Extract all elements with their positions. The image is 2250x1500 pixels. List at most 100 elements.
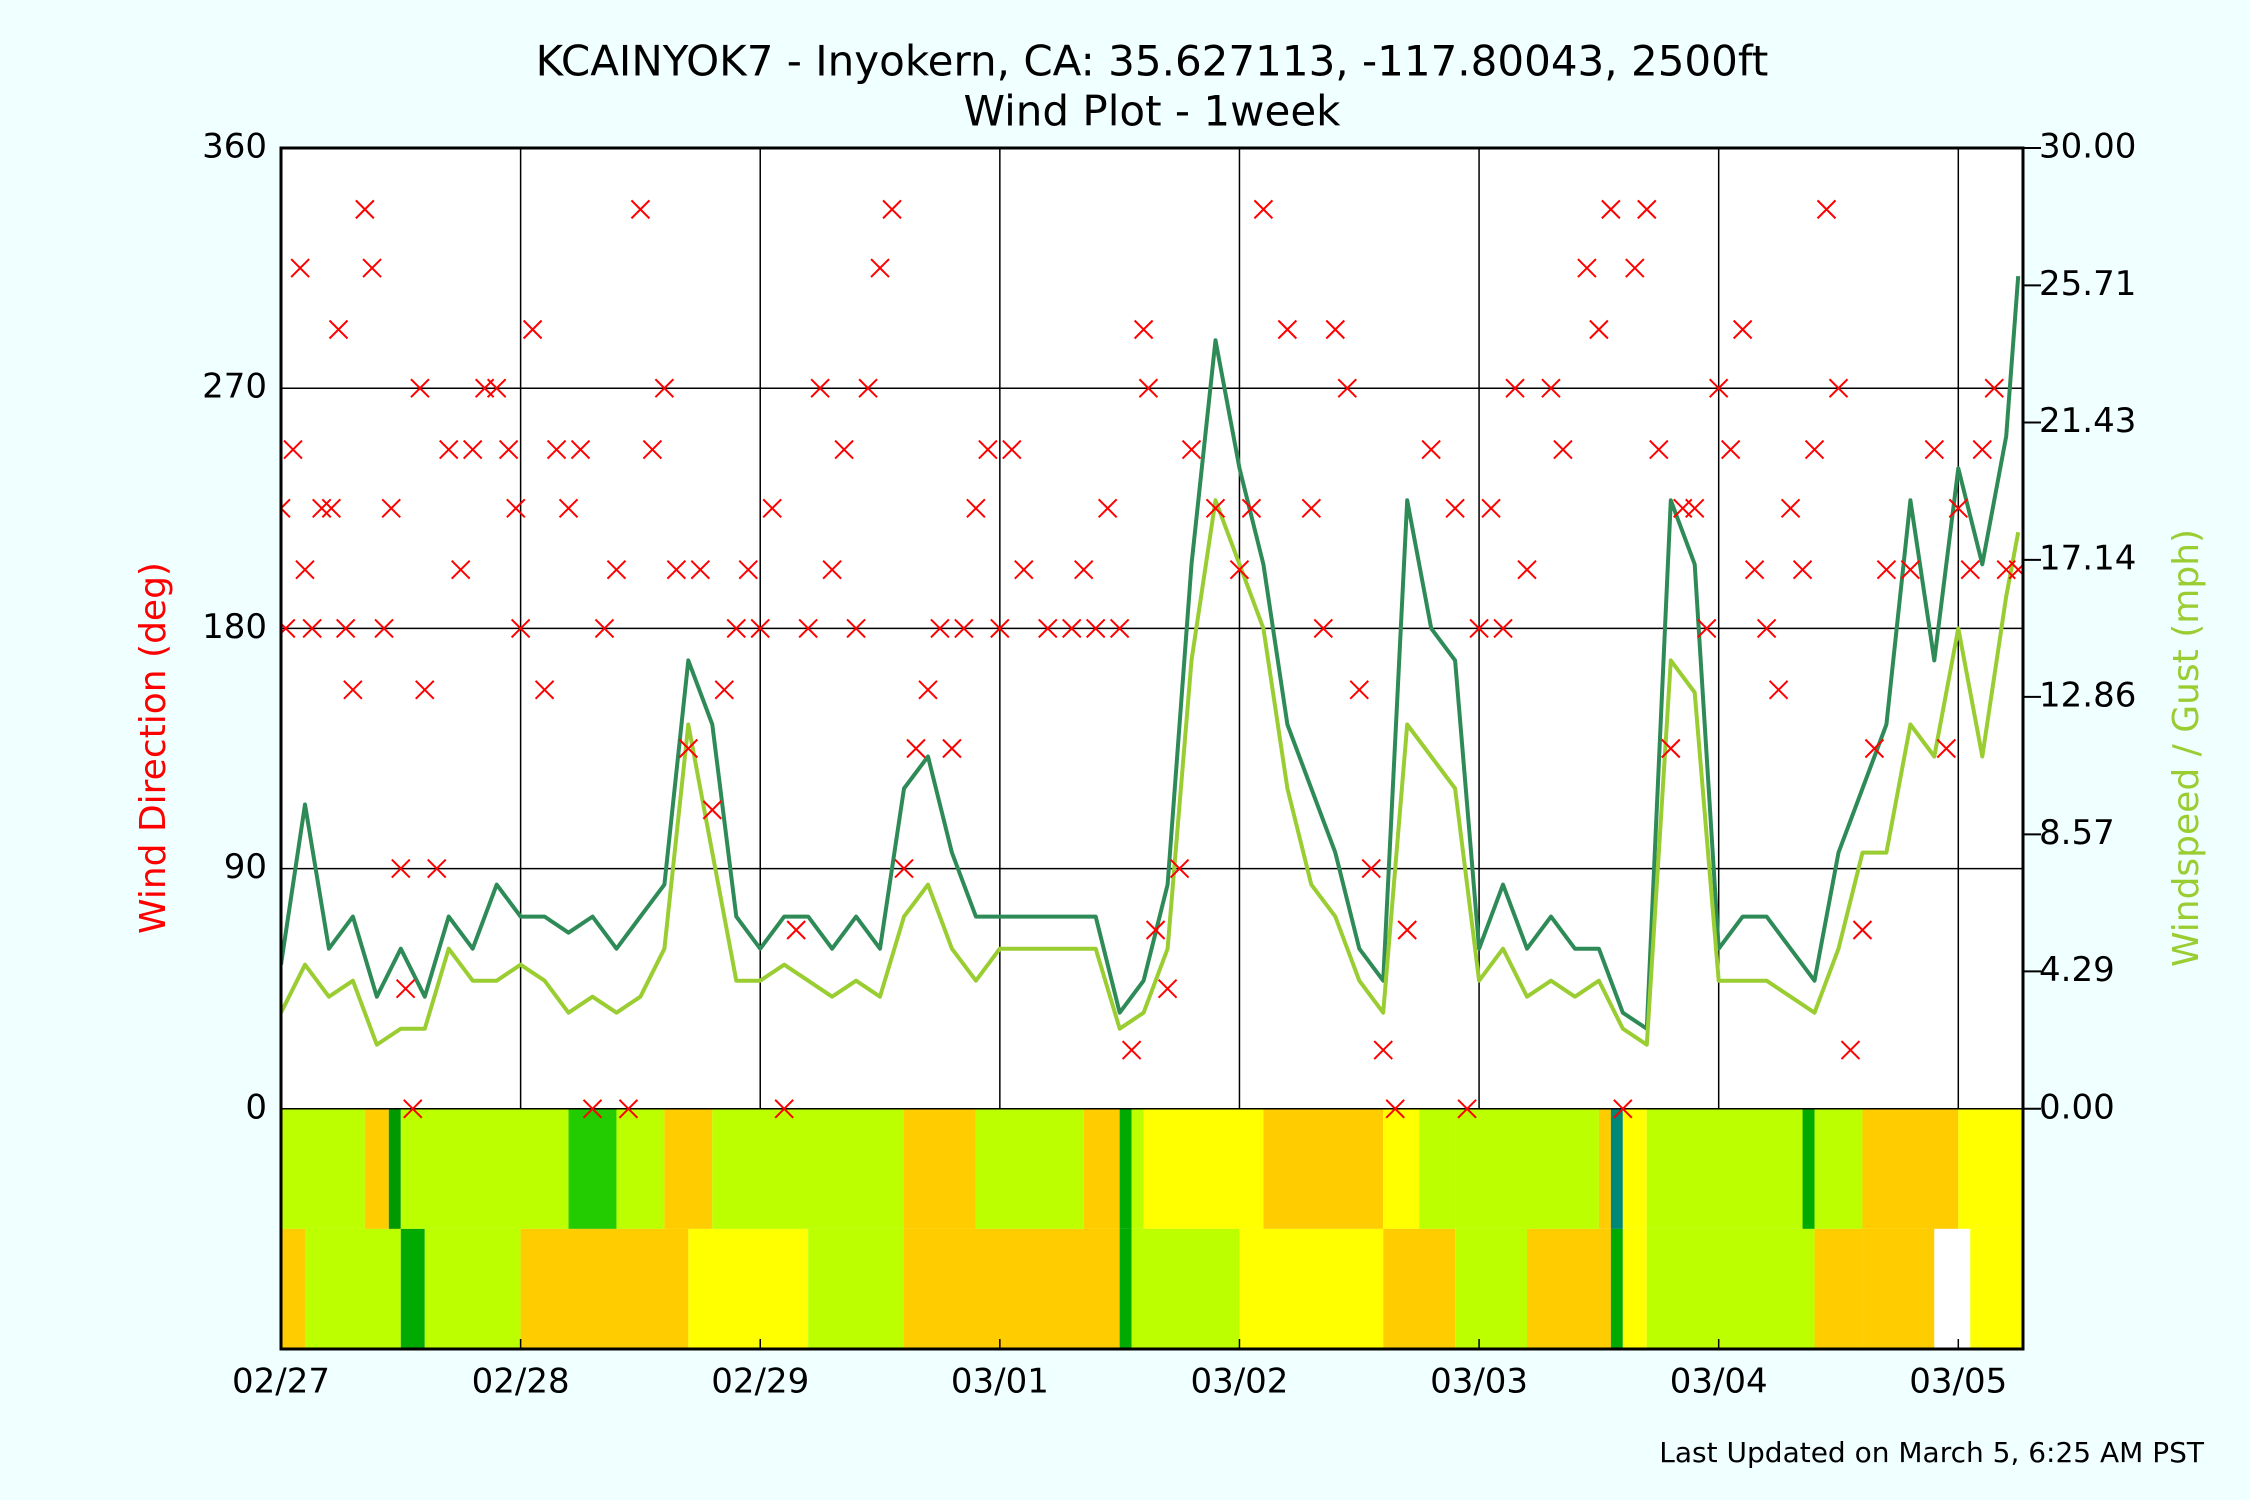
band-segment [808,1228,904,1349]
direction-marker [1313,618,1334,639]
direction-marker [1900,559,1921,580]
band-segment [1383,1228,1456,1349]
band-segment [1455,1108,1599,1229]
direction-marker [395,978,416,999]
x-tick-label: 03/03 [1430,1362,1528,1402]
x-tick-label: 03/01 [951,1362,1049,1402]
band-segment [1131,1228,1240,1349]
band-segment [1970,1228,2023,1349]
direction-marker [1984,378,2004,398]
direction-marker [451,559,471,580]
direction-marker [427,858,447,879]
direction-marker [1337,378,1357,398]
direction-marker [630,199,651,220]
direction-marker [321,498,342,519]
direction-marker [906,738,926,759]
labels: 02/27 02/28 02/29 03/01 03/02 03/03 03/04 03/05… [202,127,2136,1402]
band-segment [1131,1108,1144,1229]
chart-subtitle: Wind Plot - 1week [964,87,1342,136]
direction-marker [810,378,830,398]
direction-marker [1541,378,1561,398]
direction-marker [714,680,734,700]
direction-marker [374,618,394,639]
direction-marker [1121,1040,1142,1060]
data-marks [281,199,2023,1119]
direction-marker [1062,618,1082,639]
band-segment [712,1108,904,1229]
direction-marker [882,199,902,220]
y2-axis-label: Windspeed / Gust (mph) [2166,529,2207,967]
direction-marker [1325,319,1346,340]
y2-tick-label: 4.29 [2039,950,2115,990]
direction-marker [510,618,531,639]
direction-marker [1637,199,1657,220]
direction-marker [1505,378,1525,398]
direction-marker [1840,1040,1861,1060]
band-segment [281,1108,365,1229]
direction-marker [666,559,687,580]
direction-marker [606,559,627,580]
band-segment [1383,1108,1420,1229]
direction-marker [1277,319,1298,340]
band-segment [1934,1228,1971,1349]
direction-marker [1720,439,1741,460]
direction-marker [966,498,986,519]
direction-marker [834,439,854,460]
direction-marker [498,439,519,460]
direction-marker [1481,498,1501,519]
direction-marker [486,378,507,398]
band-segment [1646,1108,1803,1229]
direction-marker [870,258,890,278]
direction-marker [894,858,914,879]
band-segment [1862,1108,1959,1229]
direction-marker [1780,498,1801,519]
band-segment [1083,1108,1120,1229]
band-segment [1610,1108,1623,1229]
direction-marker [942,738,962,759]
band-segment [1802,1108,1815,1229]
band-segment [424,1228,521,1349]
color-band [281,1108,2023,1349]
direction-marker [534,680,555,700]
direction-marker [990,618,1010,639]
band-segment [281,1228,305,1349]
direction-marker [355,199,375,220]
x-tick-label: 02/28 [472,1362,570,1402]
direction-marker [328,319,349,340]
speed-line [281,275,2021,1031]
direction-marker [726,618,746,639]
band-segment [1526,1228,1611,1349]
direction-marker [1301,498,1322,519]
band-segment [1610,1228,1623,1349]
band-segment [1622,1228,1647,1349]
direction-marker [1074,559,1094,580]
direction-marker [281,618,296,639]
direction-marker [1649,439,1669,460]
direction-marker [1169,858,1190,879]
direction-marker [281,498,291,519]
direction-marker [1421,439,1441,460]
band-segment [1143,1108,1264,1229]
y-tick-label: 360 [202,127,267,167]
direction-marker [786,920,806,940]
direction-marker [462,439,483,460]
band-segment [1239,1228,1384,1349]
y-tick-label: 180 [202,607,267,647]
direction-marker [1732,319,1753,340]
direction-marker [295,559,315,580]
x-tick-label: 02/27 [232,1362,330,1402]
direction-marker [1708,378,1729,398]
direction-marker [1804,439,1825,460]
direction-marker [618,1099,639,1119]
direction-marker [582,1099,603,1119]
y2-tick-label: 25.71 [2039,264,2136,304]
direction-marker [1948,498,1969,519]
direction-marker [1661,738,1681,759]
direction-marker [1241,498,1262,519]
band-segment [364,1108,389,1229]
y-tick-label: 0 [245,1087,267,1127]
direction-marker [1685,498,1705,519]
direction-marker [702,800,723,820]
direction-marker [1577,258,1597,278]
direction-marker [918,680,938,700]
